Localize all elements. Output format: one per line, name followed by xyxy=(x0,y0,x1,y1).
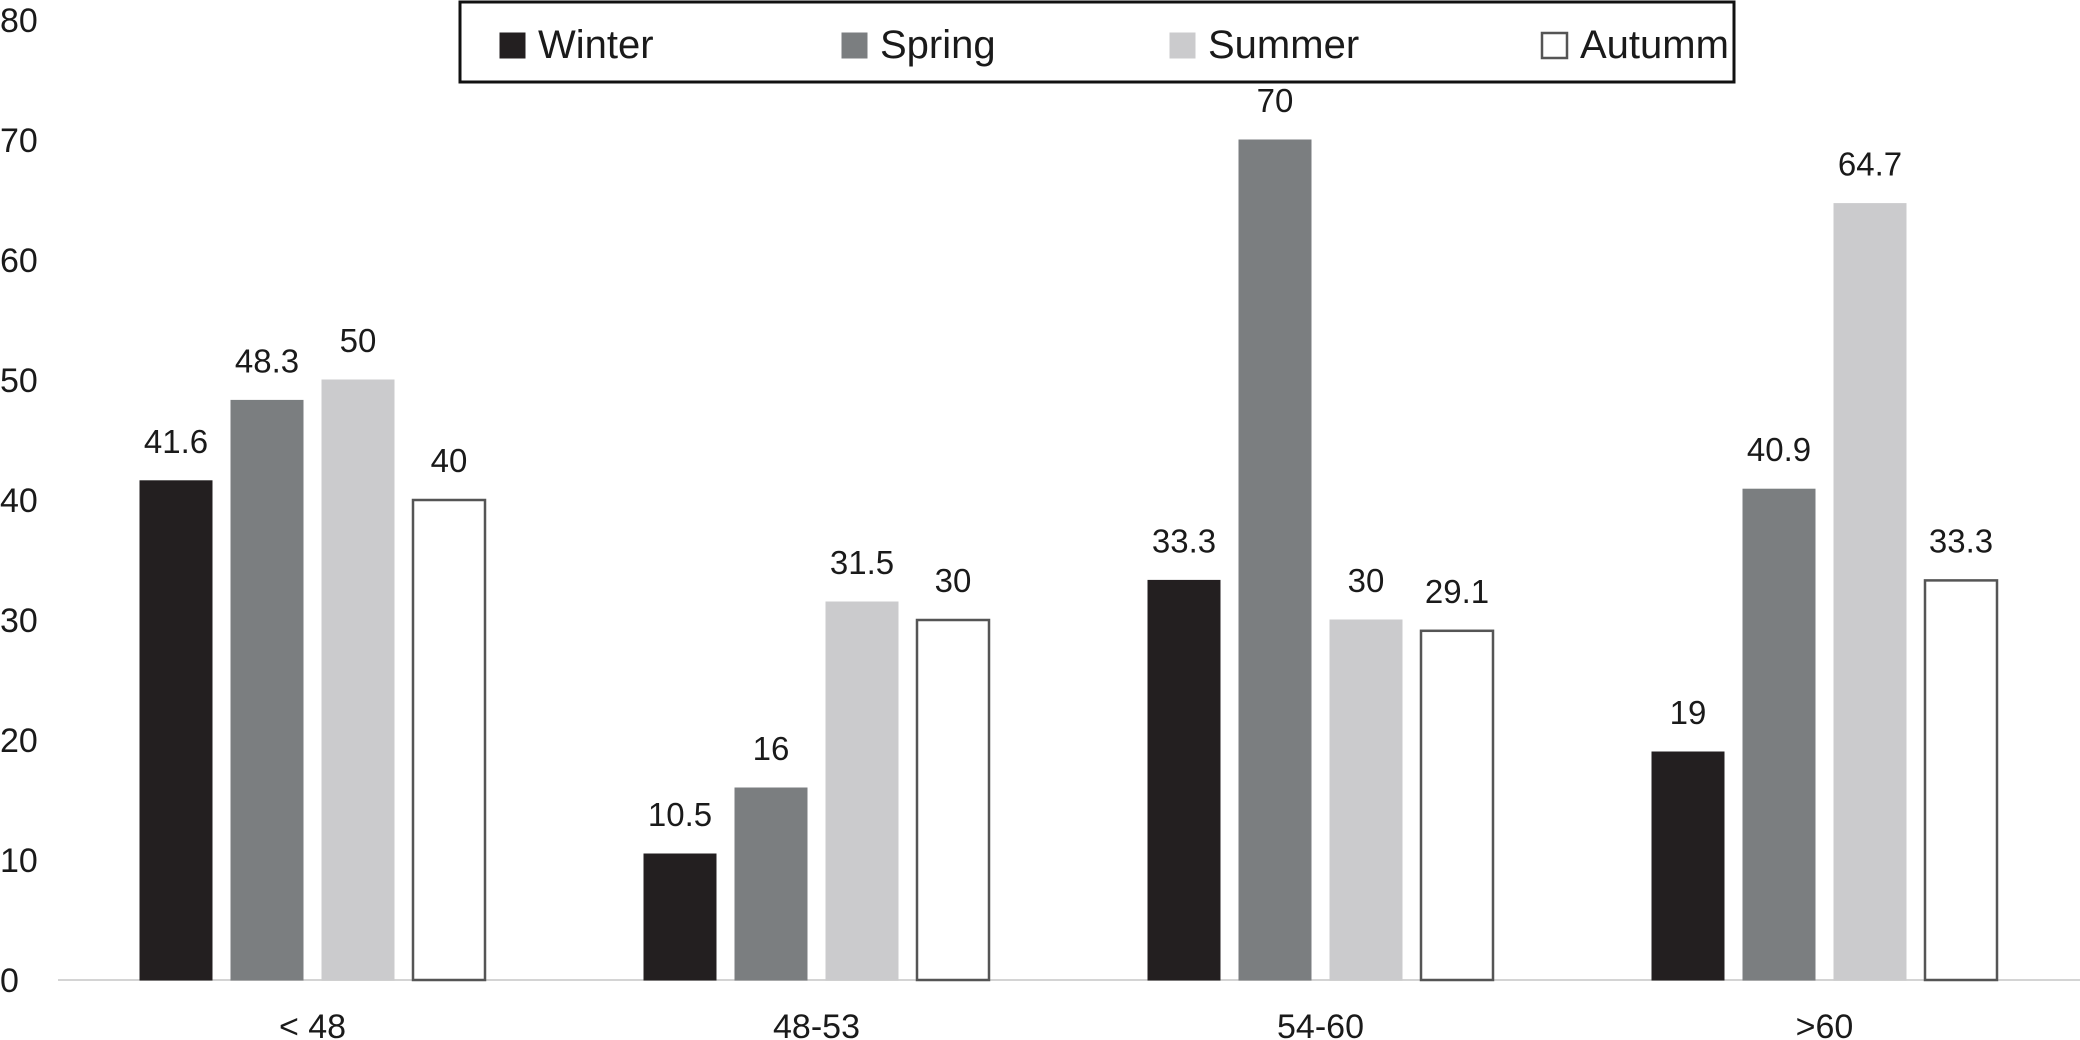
data-label: 48.3 xyxy=(235,342,299,379)
bar-spring xyxy=(230,399,304,981)
data-label: 64.7 xyxy=(1838,146,1902,183)
bar-winter xyxy=(139,480,213,981)
legend-swatch-spring xyxy=(841,32,868,59)
y-tick-label: 70 xyxy=(0,122,38,160)
y-axis: 0 10 20 30 40 50 60 70 80 xyxy=(0,2,38,1000)
bar-winter xyxy=(643,853,717,981)
data-label: 29.1 xyxy=(1425,573,1489,610)
data-label: 31.5 xyxy=(830,544,894,581)
data-label: 33.3 xyxy=(1929,522,1993,559)
bar-summer xyxy=(825,601,899,981)
data-label: 30 xyxy=(935,562,972,599)
legend-label-autumm: Autumm xyxy=(1580,23,1729,67)
y-tick-label: 60 xyxy=(0,242,38,280)
data-labels: 41.6 10.5 33.3 19 48.3 16 70 40.9 50 31.5 30 64.7 40… xyxy=(144,82,1993,833)
legend-swatch-winter xyxy=(499,32,526,59)
data-label: 16 xyxy=(753,730,790,767)
y-tick-label: 80 xyxy=(0,2,38,40)
bar-summer xyxy=(321,379,395,981)
bar-summer xyxy=(1833,203,1907,981)
legend-swatch-summer xyxy=(1169,32,1196,59)
x-category-label: 54-60 xyxy=(1277,1008,1364,1040)
legend-box xyxy=(458,0,1736,84)
data-label: 40.9 xyxy=(1747,431,1811,468)
bar-spring xyxy=(1238,139,1312,981)
legend-swatch-autumm xyxy=(1540,31,1569,60)
bar-winter xyxy=(1651,751,1725,981)
data-label: 40 xyxy=(431,442,468,479)
legend-label-winter: Winter xyxy=(538,23,654,67)
data-label: 70 xyxy=(1257,82,1294,119)
y-tick-label: 50 xyxy=(0,362,38,400)
bars xyxy=(139,139,1999,982)
bar-autumm xyxy=(1419,629,1495,982)
y-tick-label: 30 xyxy=(0,602,38,640)
y-tick-label: 0 xyxy=(0,962,19,1000)
bar-spring xyxy=(1742,488,1816,981)
bar-spring xyxy=(734,787,808,981)
x-category-label: >60 xyxy=(1796,1008,1854,1040)
bar-summer xyxy=(1329,619,1403,981)
legend-label-spring: Spring xyxy=(880,23,996,67)
y-tick-label: 20 xyxy=(0,722,38,760)
bar-autumm xyxy=(915,618,991,982)
y-tick-label: 10 xyxy=(0,842,38,880)
bar-autumm xyxy=(1923,579,1999,982)
legend: Winter Spring Summer Autumm xyxy=(458,0,1736,84)
data-label: 19 xyxy=(1670,694,1707,731)
data-label: 50 xyxy=(340,322,377,359)
y-tick-label: 40 xyxy=(0,482,38,520)
x-axis: < 48 48-53 54-60 >60 xyxy=(279,1008,1853,1040)
bar-autumm xyxy=(411,498,487,982)
data-label: 30 xyxy=(1348,562,1385,599)
data-label: 41.6 xyxy=(144,423,208,460)
data-label: 33.3 xyxy=(1152,522,1216,559)
x-category-label: < 48 xyxy=(279,1008,346,1040)
bar-winter xyxy=(1147,579,1221,981)
legend-label-summer: Summer xyxy=(1208,23,1359,67)
data-label: 10.5 xyxy=(648,796,712,833)
x-category-label: 48-53 xyxy=(773,1008,860,1040)
